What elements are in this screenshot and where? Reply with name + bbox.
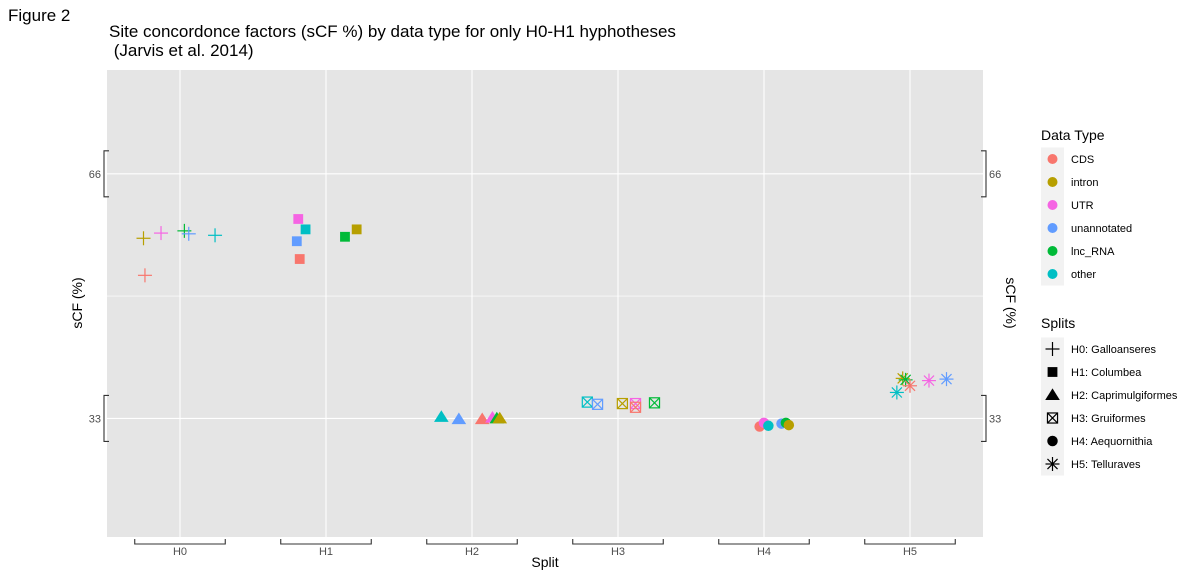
- legend-label: H4: Aequornithia: [1071, 436, 1153, 448]
- legend-item-data-type: unannotated: [1041, 216, 1132, 240]
- data-point: [137, 268, 152, 283]
- legend-item-split: H3: Gruiformes: [1041, 406, 1146, 430]
- data-point: [648, 397, 661, 409]
- y-axis-title-right: sCF (%): [1003, 277, 1019, 328]
- legend-item-split: H4: Aequornithia: [1041, 429, 1153, 453]
- x-axis-bracket: [280, 539, 372, 545]
- x-axis-bracket: [134, 539, 226, 545]
- data-point: [629, 401, 642, 413]
- data-point: [208, 228, 223, 243]
- data-point: [154, 226, 169, 241]
- x-tick-label: H1: [319, 546, 333, 558]
- legend-label: H5: Telluraves: [1071, 459, 1141, 471]
- legend-label: intron: [1071, 177, 1099, 189]
- data-point: [763, 420, 774, 432]
- data-point: [921, 373, 936, 388]
- legend-label: CDS: [1071, 154, 1094, 166]
- data-point: [351, 224, 362, 235]
- legend-label: lnc_RNA: [1071, 246, 1115, 258]
- data-point: [434, 410, 449, 422]
- legend-item-split: H2: Caprimulgiformes: [1041, 383, 1178, 407]
- data-point: [136, 231, 151, 246]
- legend-item-data-type: other: [1041, 262, 1096, 286]
- legend-title-splits: Splits: [1041, 315, 1075, 331]
- data-point: [291, 236, 302, 247]
- axes: 33 33 66 66 H0 H1 H2 H3 H4 H5: [89, 150, 1001, 558]
- y-tick-label-right: 66: [989, 169, 1001, 181]
- legend-label: other: [1071, 269, 1096, 281]
- data-point: [591, 398, 604, 410]
- data-point: [889, 385, 904, 400]
- x-tick-label: H5: [903, 546, 917, 558]
- legend-label: H1: Columbea: [1071, 367, 1142, 379]
- figure-label: Figure 2: [8, 6, 71, 25]
- data-point: [939, 372, 954, 387]
- data-point: [451, 412, 467, 425]
- data-point: [293, 214, 304, 224]
- legend: Data Type CDS intron UTR unannotated lnc_RNAo…: [1041, 127, 1178, 476]
- legend-item-split: H1: Columbea: [1041, 360, 1142, 384]
- data-point: [581, 396, 593, 408]
- legend-item-data-type: intron: [1041, 170, 1099, 194]
- data-point: [474, 412, 490, 425]
- y-tick-label-right: 33: [989, 413, 1001, 425]
- y-axis-bracket: [981, 150, 987, 198]
- data-point: [492, 411, 508, 424]
- data-point: [903, 378, 917, 393]
- plot-panel: [107, 70, 983, 537]
- y-tick-label: 66: [89, 169, 101, 181]
- legend-item-split: H0: Galloanseres: [1041, 337, 1156, 361]
- data-point: [294, 254, 305, 264]
- data-points: [136, 214, 954, 432]
- x-tick-label: H2: [465, 546, 479, 558]
- x-tick-label: H4: [757, 546, 771, 558]
- x-axis-bracket: [718, 539, 810, 545]
- data-point: [340, 231, 350, 242]
- x-tick-label: H3: [611, 546, 625, 558]
- x-axis-bracket: [864, 539, 956, 545]
- y-tick-label: 33: [89, 413, 101, 425]
- legend-title-data-type: Data Type: [1041, 127, 1105, 143]
- x-tick-label: H0: [173, 546, 187, 558]
- y-axis-bracket: [981, 394, 987, 442]
- chart-title: Site concordonce factors (sCF %) by data…: [109, 22, 676, 60]
- x-axis-title: Split: [531, 554, 558, 570]
- x-axis-bracket: [426, 539, 518, 545]
- data-point: [181, 226, 196, 241]
- y-axis-bracket: [103, 394, 109, 442]
- legend-label: H0: Galloanseres: [1071, 344, 1156, 356]
- data-point: [783, 419, 795, 431]
- legend-label: H2: Caprimulgiformes: [1071, 390, 1178, 402]
- legend-label: unannotated: [1071, 223, 1132, 235]
- data-point: [616, 397, 629, 410]
- y-axis-title: sCF (%): [69, 277, 85, 328]
- legend-item-data-type: UTR: [1041, 193, 1094, 217]
- data-point: [300, 224, 311, 235]
- legend-item-data-type: CDS: [1041, 147, 1094, 171]
- grid-lines: [107, 70, 983, 537]
- legend-label: UTR: [1071, 200, 1094, 212]
- x-axis-bracket: [572, 539, 664, 545]
- legend-item-data-type: lnc_RNA: [1041, 239, 1115, 263]
- y-axis-bracket: [103, 150, 109, 198]
- legend-label: H3: Gruiformes: [1071, 413, 1146, 425]
- legend-item-split: H5: Telluraves: [1041, 452, 1141, 476]
